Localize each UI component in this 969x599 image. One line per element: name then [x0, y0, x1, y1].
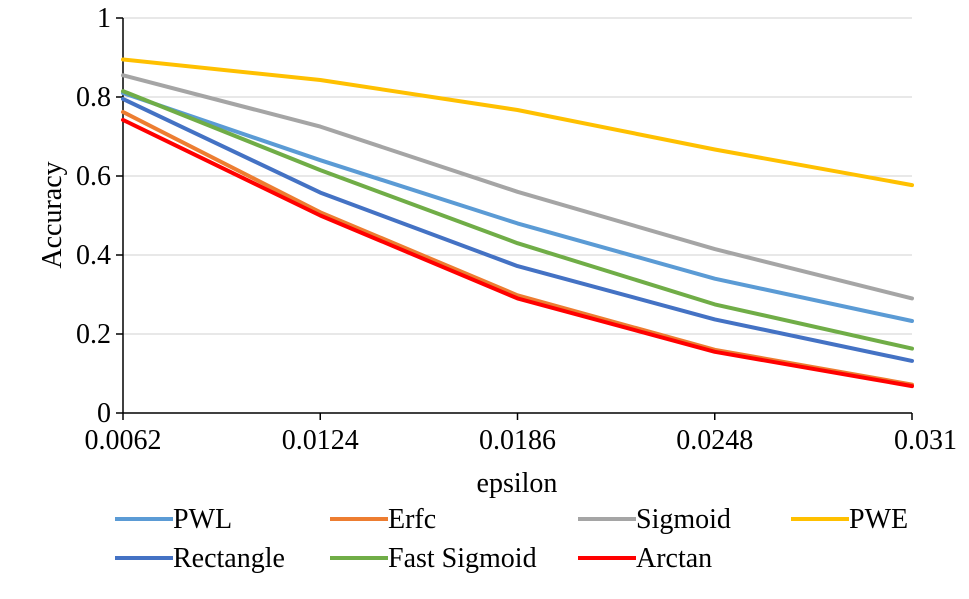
y-axis-title: Accuracy	[37, 161, 68, 268]
series-line-arctan	[121, 117, 914, 389]
y-tick-label: 0.6	[76, 161, 111, 192]
legend-label-sigmoid: Sigmoid	[636, 504, 731, 535]
x-tick-label: 0.0248	[676, 425, 753, 456]
legend-label-pwe: PWE	[849, 504, 908, 535]
y-tick-label: 0.8	[76, 82, 111, 113]
x-tick-label: 0.0124	[282, 425, 359, 456]
y-tick-label: 0	[97, 398, 111, 429]
y-tick-label: 0.2	[76, 319, 111, 350]
legend-label-fast-sigmoid: Fast Sigmoid	[388, 543, 537, 574]
y-tick-label: 1	[97, 3, 111, 34]
x-tick-label: 0.0062	[85, 425, 162, 456]
legend-label-pwl: PWL	[173, 504, 232, 535]
series-line-fast-sigmoid	[121, 89, 914, 351]
legend: PWL Erfc Sigmoid PWE Rectangle Fast Sigmoid Ar…	[115, 504, 908, 574]
x-axis-title: epsilon	[477, 468, 558, 499]
legend-label-arctan: Arctan	[636, 543, 712, 574]
series-line-pwe	[121, 57, 914, 188]
series-line-pwl	[121, 91, 914, 323]
series-line-erfc	[121, 110, 914, 387]
x-tick-label: 0.0186	[479, 425, 556, 456]
series-lines	[121, 57, 914, 389]
x-tick-labels: 0.0062 0.0124 0.0186 0.0248 0.031	[85, 425, 958, 456]
axes	[116, 17, 913, 420]
y-tick-label: 0.4	[76, 240, 111, 271]
series-line-rectangle	[121, 97, 914, 363]
legend-label-erfc: Erfc	[388, 504, 436, 535]
x-tick-label: 0.031	[894, 425, 957, 456]
series-line-sigmoid	[121, 73, 914, 301]
legend-label-rectangle: Rectangle	[173, 543, 285, 574]
y-tick-labels: 0 0.2 0.4 0.6 0.8 1	[76, 3, 111, 429]
